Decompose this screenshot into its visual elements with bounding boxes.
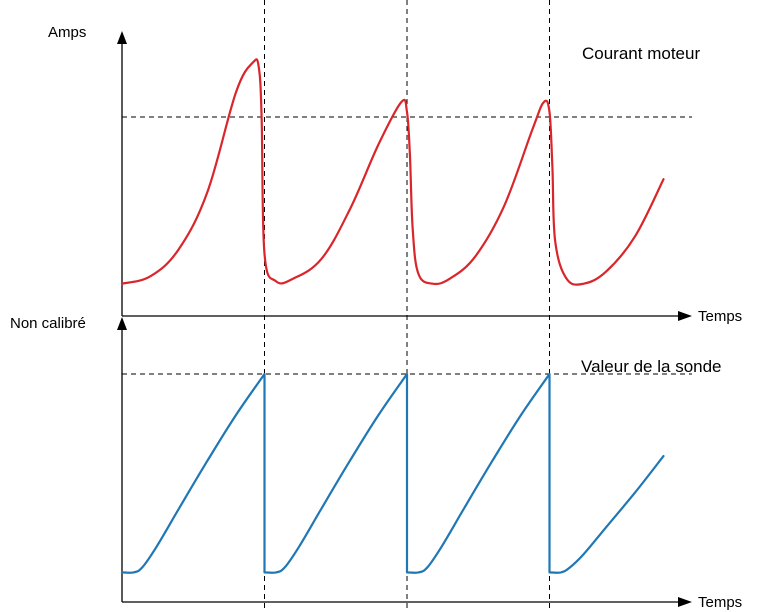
top-x-axis-label: Temps (698, 308, 742, 325)
bottom-y-axis-arrow (117, 317, 127, 330)
bottom-x-axis-label: Temps (698, 594, 742, 611)
top-series-line-0 (120, 58, 665, 286)
bottom-series-line-0 (120, 372, 665, 574)
top-chart-title: Courant moteur (582, 44, 700, 63)
bottom-x-axis-arrow (678, 597, 692, 607)
top-y-axis-arrow (117, 31, 127, 44)
top-y-axis-label: Amps (48, 24, 86, 41)
bottom-chart-title: Valeur de la sonde (581, 357, 722, 376)
bottom-y-axis-label: Non calibré (10, 315, 86, 332)
top-x-axis-arrow (678, 311, 692, 321)
